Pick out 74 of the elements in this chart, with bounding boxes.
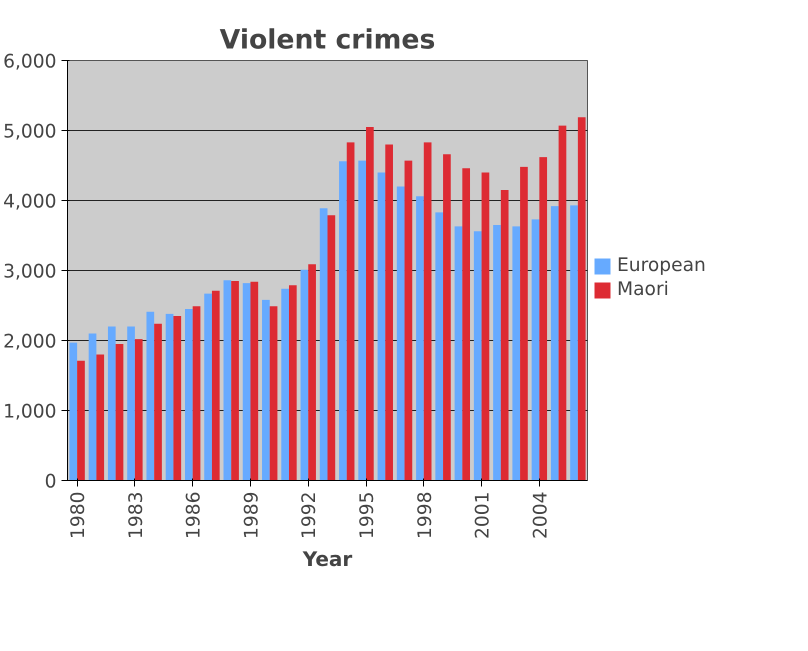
bar <box>308 264 316 480</box>
bar <box>512 226 520 480</box>
bar <box>454 226 462 480</box>
bar <box>328 215 336 480</box>
y-tick-label: 0 <box>44 472 57 492</box>
x-tick-label: 1980 <box>68 491 90 539</box>
legend-label: Maori <box>617 279 669 300</box>
bar <box>166 314 174 480</box>
bar <box>204 294 212 480</box>
bar <box>224 280 232 480</box>
x-tick-label: 1995 <box>357 491 378 539</box>
bar <box>416 196 424 480</box>
bar <box>358 160 366 480</box>
bar <box>493 225 501 480</box>
bar <box>435 212 444 480</box>
legend-label: European <box>617 255 706 276</box>
bar <box>281 288 289 480</box>
bar <box>424 142 432 480</box>
bar <box>69 342 78 480</box>
bar <box>108 326 116 480</box>
chart-title: Violent crimes <box>220 24 436 56</box>
bar <box>539 157 548 480</box>
bar <box>270 306 278 480</box>
bar <box>242 283 250 480</box>
bar <box>300 270 308 480</box>
x-tick-label: 2001 <box>472 491 494 539</box>
bar <box>88 334 96 480</box>
bar <box>474 231 482 480</box>
y-tick-label: 5,000 <box>3 122 57 142</box>
bar <box>127 326 135 480</box>
bar <box>262 300 270 480</box>
x-tick-label: 1992 <box>299 491 320 539</box>
bar <box>154 324 162 480</box>
y-tick-label: 1,000 <box>3 402 57 422</box>
bar <box>550 206 559 480</box>
x-tick-label: 1986 <box>184 491 205 539</box>
bar <box>320 208 328 480</box>
bar <box>570 205 578 480</box>
x-tick-label: 1983 <box>126 491 147 539</box>
bar <box>366 127 374 480</box>
bar <box>184 309 193 480</box>
bar <box>500 190 509 480</box>
y-tick-label: 6,000 <box>3 52 57 72</box>
bar <box>558 126 566 480</box>
bar <box>192 306 200 480</box>
bar <box>77 360 85 480</box>
bar <box>378 172 386 480</box>
x-tick-label: 2004 <box>530 491 552 539</box>
bar <box>462 168 470 480</box>
bar <box>116 344 124 480</box>
bar <box>520 166 528 480</box>
bar <box>134 339 143 480</box>
bar <box>146 312 154 480</box>
y-tick-label: 3,000 <box>3 262 57 282</box>
bar <box>396 186 405 480</box>
bar <box>532 219 540 480</box>
bar <box>339 161 347 480</box>
y-tick-label: 4,000 <box>3 192 57 212</box>
x-tick-label: 1989 <box>241 491 262 539</box>
bar <box>578 117 586 480</box>
bar <box>346 142 354 480</box>
bar <box>96 354 104 480</box>
bar <box>443 154 451 480</box>
bar <box>288 285 297 480</box>
x-tick-label: 1998 <box>414 491 436 539</box>
bar <box>404 160 412 480</box>
x-axis-title: Year <box>302 546 352 571</box>
bar <box>231 281 239 480</box>
bar <box>250 282 258 480</box>
bar <box>212 290 220 480</box>
bar <box>385 144 393 480</box>
bar <box>482 172 490 480</box>
y-tick-label: 2,000 <box>3 332 57 352</box>
bar <box>173 316 182 480</box>
